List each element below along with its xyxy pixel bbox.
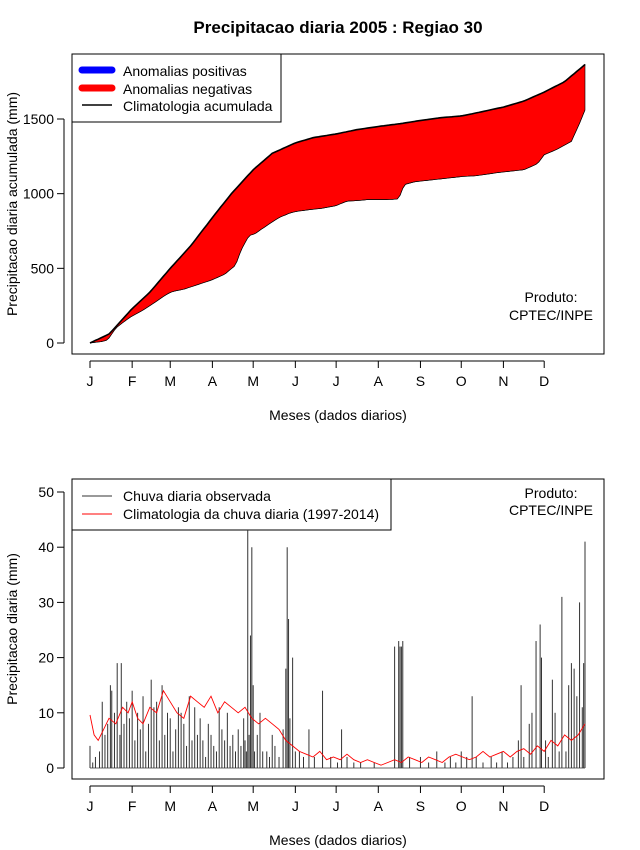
- x-tick-label: D: [539, 373, 549, 389]
- y-tick-label: 500: [31, 260, 55, 276]
- x-tick-label: F: [128, 798, 137, 814]
- y-tick-label: 30: [38, 594, 54, 610]
- x-tick-label: S: [416, 373, 425, 389]
- x-tick-label: J: [333, 798, 340, 814]
- x-tick-label: J: [292, 373, 299, 389]
- legend-label-climatology-daily: Climatologia da chuva diaria (1997-2014): [123, 506, 379, 522]
- legend-label-climatology: Climatologia acumulada: [123, 98, 273, 114]
- x-tick-label: A: [208, 373, 218, 389]
- y-tick-label: 0: [46, 335, 54, 351]
- bottom-chart: 0 10 20 30 40 50 J F M A M J J A S O N D Meses (dados di…: [4, 478, 605, 848]
- x-tick-label: J: [292, 798, 299, 814]
- x-tick-label: J: [87, 798, 94, 814]
- x-tick-label: N: [498, 373, 508, 389]
- bottom-legend: Chuva diaria observada Climatologia da c…: [71, 478, 392, 531]
- x-tick-label: O: [456, 798, 467, 814]
- x-tick-label: F: [128, 373, 137, 389]
- x-tick-label: A: [374, 798, 384, 814]
- bottom-y-label: Precipitacao diaria (mm): [4, 553, 20, 705]
- top-plot-frame: [71, 53, 605, 355]
- top-y-axis: 0 500 1000 1500: [23, 111, 65, 351]
- x-tick-label: J: [333, 373, 340, 389]
- x-tick-label: M: [164, 373, 176, 389]
- x-tick-label: N: [498, 798, 508, 814]
- top-annotation-line2: CPTEC/INPE: [509, 307, 593, 323]
- x-tick-label: A: [208, 798, 218, 814]
- observed-cumulative-line: [89, 109, 586, 344]
- bottom-plot-area: [89, 530, 586, 769]
- x-tick-label: J: [87, 373, 94, 389]
- bottom-annotation-line1: Produto:: [525, 485, 578, 501]
- climatology-daily-line: [89, 689, 586, 766]
- top-plot-area: [89, 63, 586, 344]
- top-chart-title: Precipitacao diaria 2005 : Regiao 30: [193, 18, 482, 37]
- top-chart: Precipitacao diaria 2005 : Regiao 30 0 50…: [4, 18, 605, 423]
- top-x-label: Meses (dados diarios): [269, 407, 407, 423]
- bottom-y-axis: 0 10 20 30 40 50: [38, 484, 65, 776]
- top-y-label: Precipitacao diaria acumulada (mm): [4, 92, 20, 316]
- y-tick-label: 1000: [23, 186, 54, 202]
- y-tick-label: 0: [46, 760, 54, 776]
- climatology-cumulative-line: [89, 63, 586, 344]
- bottom-annotation-line2: CPTEC/INPE: [509, 502, 593, 518]
- x-tick-label: M: [247, 798, 259, 814]
- bottom-x-label: Meses (dados diarios): [269, 832, 407, 848]
- legend-label-observed: Chuva diaria observada: [123, 488, 271, 504]
- y-tick-label: 40: [38, 539, 54, 555]
- x-tick-label: D: [539, 798, 549, 814]
- x-tick-label: A: [374, 373, 384, 389]
- y-tick-label: 20: [38, 650, 54, 666]
- x-tick-label: S: [416, 798, 425, 814]
- top-annotation-line1: Produto:: [525, 289, 578, 305]
- y-tick-label: 50: [38, 484, 54, 500]
- legend-label-negative: Anomalias negativas: [123, 81, 252, 97]
- y-tick-label: 10: [38, 705, 54, 721]
- y-tick-label: 1500: [23, 111, 54, 127]
- legend-label-positive: Anomalias positivas: [123, 63, 247, 79]
- x-tick-label: M: [247, 373, 259, 389]
- top-legend: Anomalias positivas Anomalias negativas …: [71, 53, 282, 123]
- x-tick-label: M: [164, 798, 176, 814]
- x-tick-label: O: [456, 373, 467, 389]
- bottom-legend-box: [71, 478, 392, 531]
